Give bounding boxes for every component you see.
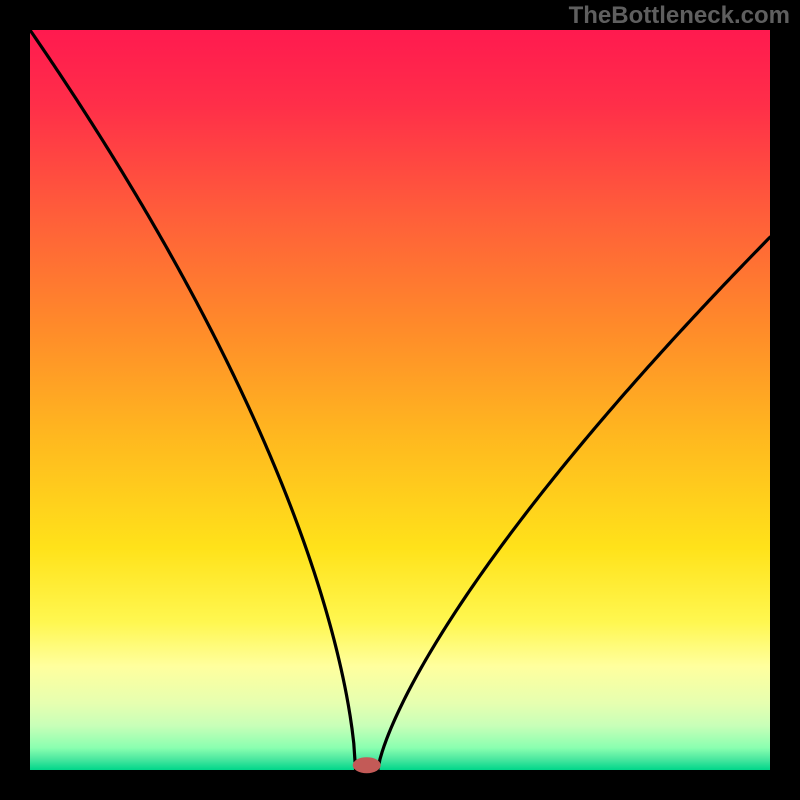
watermark-text: TheBottleneck.com (569, 4, 790, 28)
bottleneck-chart-svg (0, 0, 800, 800)
optimum-marker (353, 757, 381, 773)
plot-area (30, 30, 770, 770)
chart-container: TheBottleneck.com (0, 0, 800, 800)
